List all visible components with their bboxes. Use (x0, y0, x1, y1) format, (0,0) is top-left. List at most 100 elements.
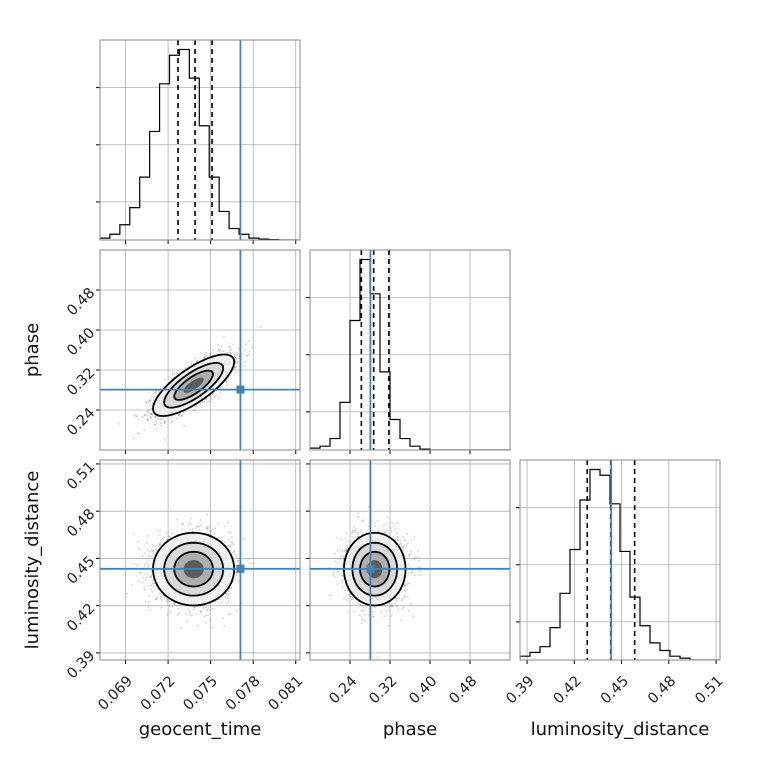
panel-geocent_time-geocent_time (96, 39, 301, 244)
sample-point (225, 380, 228, 383)
sample-point (209, 398, 212, 401)
sample-point (149, 413, 152, 416)
sample-point (180, 415, 183, 418)
sample-point (137, 540, 140, 543)
sample-point (189, 610, 191, 613)
sample-point (170, 420, 173, 423)
sample-point (199, 605, 201, 608)
sample-point (149, 412, 152, 415)
sample-point (233, 353, 236, 356)
sample-point (141, 416, 144, 419)
sample-point (237, 347, 240, 350)
sample-point (245, 343, 248, 345)
y-tick-label: 0.32 (64, 365, 98, 399)
sample-point (170, 416, 173, 418)
sample-point (220, 345, 223, 348)
sample-point (150, 570, 153, 573)
sample-point (211, 607, 214, 610)
sample-point (205, 527, 208, 530)
sample-point (160, 425, 163, 427)
sample-point (188, 521, 191, 524)
sample-point (156, 598, 158, 600)
sample-point (216, 394, 219, 397)
sample-point (205, 606, 207, 609)
sample-point (154, 597, 157, 600)
sample-point (228, 346, 231, 348)
sample-point (146, 562, 149, 564)
sample-point (154, 424, 157, 426)
sample-point (227, 544, 230, 547)
sample-point (189, 528, 192, 531)
sample-point (166, 613, 169, 616)
sample-point (144, 600, 147, 603)
sample-point (171, 420, 174, 423)
sample-point (159, 529, 162, 532)
sample-point (155, 598, 158, 601)
panel-luminosity_distance-geocent_time: 0.390.420.450.480.510.069 0.072 0.075 0.078… (64, 459, 306, 714)
sample-point (235, 356, 237, 359)
sample-point (200, 611, 202, 613)
sample-point (202, 401, 205, 403)
sample-point (178, 415, 181, 417)
sample-point (143, 587, 146, 589)
sample-point (196, 359, 199, 362)
sample-point (162, 385, 165, 388)
sample-point (221, 350, 224, 352)
sample-point (229, 346, 232, 349)
sample-point (149, 575, 151, 578)
sample-point (177, 607, 180, 610)
sample-point (148, 409, 150, 412)
sample-point (203, 400, 206, 403)
sample-point (147, 564, 150, 567)
sample-point (151, 414, 154, 416)
sample-point (224, 596, 227, 598)
sample-point (227, 594, 230, 596)
sample-point (163, 596, 166, 599)
sample-point (212, 392, 214, 395)
sample-point (205, 398, 208, 401)
sample-point (225, 602, 228, 605)
sample-point (229, 544, 232, 547)
sample-point (174, 602, 176, 604)
sample-point (159, 540, 162, 543)
sample-point (251, 346, 254, 349)
sample-point (163, 536, 166, 539)
sample-point (147, 419, 150, 422)
sample-point (158, 543, 161, 545)
sample-point (155, 427, 157, 430)
sample-point (164, 439, 167, 441)
sample-point (236, 559, 239, 562)
sample-point (217, 397, 220, 399)
sample-point (179, 604, 182, 606)
sample-point (138, 562, 141, 565)
sample-point (131, 583, 133, 586)
sample-point (152, 549, 155, 552)
sample-point (178, 413, 181, 416)
sample-point (149, 403, 151, 406)
sample-point (223, 624, 226, 627)
sample-point (135, 415, 137, 418)
sample-point (150, 584, 152, 587)
sample-point (168, 600, 171, 603)
sample-point (187, 524, 190, 526)
sample-point (163, 379, 166, 382)
sample-point (150, 396, 153, 399)
sample-point (245, 354, 248, 357)
sample-point (149, 589, 152, 591)
sample-point (151, 590, 154, 593)
sample-point (141, 581, 144, 584)
y-tick-label: 0.24 (64, 405, 98, 439)
sample-point (143, 588, 146, 591)
sample-point (159, 592, 162, 595)
sample-point (203, 353, 206, 356)
sample-point (166, 601, 169, 604)
sample-point (204, 398, 207, 401)
sample-point (221, 539, 224, 542)
sample-point (233, 355, 236, 357)
sample-point (158, 544, 161, 546)
sample-point (221, 385, 223, 388)
sample-point (246, 355, 249, 357)
sample-point (156, 596, 159, 599)
sample-point (189, 612, 191, 614)
sample-point (154, 548, 157, 551)
